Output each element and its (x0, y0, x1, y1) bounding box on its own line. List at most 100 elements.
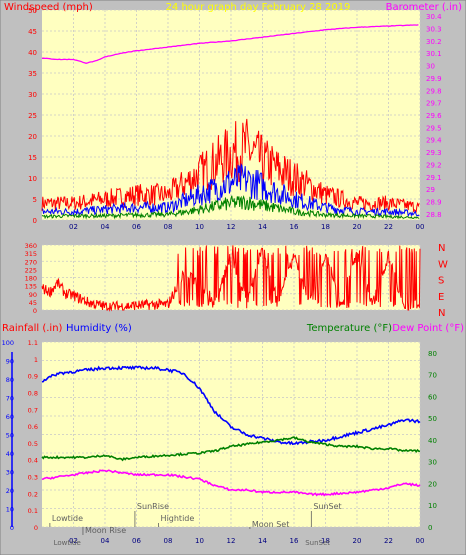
panel3-x-tick-label: 14 (258, 537, 267, 545)
temperature-tick-label: 30 (428, 459, 437, 467)
panel1-x-tick-label: 14 (258, 223, 267, 231)
humidity-tick-label: 80 (6, 376, 14, 384)
compass-label: N (438, 243, 445, 254)
temperature-tick-label: 40 (428, 437, 437, 445)
humidity-axis-label: Humidity (%) (66, 323, 132, 334)
panel1-x-tick-label: 02 (69, 223, 78, 231)
windspeed-tick-label: 40 (28, 49, 37, 57)
panel3-x-tick-label: 20 (353, 537, 362, 545)
humidity-tick-label: 20 (6, 487, 14, 495)
windspeed-tick-label: 20 (28, 133, 37, 141)
bottom-event-label: Lowtide (54, 539, 81, 547)
windspeed-tick-label: 35 (28, 70, 37, 78)
rainfall-tick-label: 1 (34, 356, 38, 364)
barometer-tick-label: 29.3 (426, 149, 442, 157)
windspeed-tick-label: 0 (33, 217, 37, 225)
compass-label: N (438, 308, 445, 319)
temperature-tick-label: 10 (428, 502, 437, 510)
bottom-event-label: SunSet (305, 539, 330, 547)
rainfall-tick-label: 1.1 (28, 339, 38, 347)
chart-marks: 0510152025303540455028.828.92929.129.229… (2, 7, 448, 547)
temperature-tick-label: 80 (428, 350, 437, 358)
barometer-tick-label: 30.3 (426, 26, 442, 34)
barometer-tick-label: 30.2 (426, 38, 442, 46)
panel3-x-tick-label: 00 (416, 537, 425, 545)
barometer-tick-label: 29.9 (426, 75, 442, 83)
direction-tick-label: 0 (33, 307, 37, 315)
temperature-tick-label: 70 (428, 372, 437, 380)
panel3-x-tick-label: 06 (132, 537, 141, 545)
panel1-x-tick-label: 04 (101, 223, 110, 231)
rainfall-tick-label: 0.7 (28, 406, 38, 414)
barometer-tick-label: 29.4 (426, 137, 442, 145)
event-marker-label: SunRise (137, 502, 169, 511)
barometer-tick-label: 28.8 (426, 211, 442, 219)
barometer-series (41, 24, 419, 64)
compass-label: E (438, 292, 444, 303)
compass-label: W (438, 259, 448, 270)
wind-low-series (41, 195, 420, 220)
barometer-tick-label: 29.6 (426, 112, 442, 120)
windspeed-tick-label: 45 (28, 28, 37, 36)
direction-tick-label: 45 (29, 299, 37, 307)
panel1-x-tick-label: 08 (164, 223, 173, 231)
windspeed-axis-label: Windspeed (mph) (4, 2, 93, 13)
panel1-x-tick-label: 18 (321, 223, 330, 231)
direction-tick-label: 360 (25, 242, 37, 250)
rainfall-tick-label: 0.2 (28, 490, 38, 498)
barometer-tick-label: 29 (426, 186, 435, 194)
event-marker-label: Moon Rise (85, 526, 126, 535)
temperature-axis-label: Temperature (°F) (306, 323, 392, 334)
rainfall-tick-label: 0.1 (28, 507, 38, 515)
barometer-tick-label: 29.8 (426, 87, 442, 95)
panel3-x-tick-label: 10 (195, 537, 204, 545)
humidity-tick-label: 100 (2, 339, 14, 347)
panel3-x-tick-label: 12 (227, 537, 236, 545)
panel1-x-tick-label: 16 (290, 223, 299, 231)
panel3-x-tick-label: 02 (69, 537, 78, 545)
temperature-tick-label: 50 (428, 415, 437, 423)
humidity-tick-label: 50 (6, 432, 14, 440)
panel3-x-tick-label: 08 (164, 537, 173, 545)
panel1-x-tick-label: 10 (195, 223, 204, 231)
windspeed-tick-label: 10 (28, 175, 37, 183)
temperature-tick-label: 60 (428, 393, 437, 401)
windspeed-tick-label: 30 (28, 91, 37, 99)
humidity-tick-label: 30 (6, 469, 14, 477)
rainfall-tick-label: 0.6 (28, 423, 38, 431)
humidity-tick-label: 70 (6, 395, 14, 403)
event-marker-label: SunSet (313, 502, 341, 511)
humidity-tick-label: 40 (6, 450, 14, 458)
rainfall-tick-label: 0.8 (28, 389, 38, 397)
compass-label: S (438, 276, 444, 287)
windspeed-tick-label: 5 (33, 196, 37, 204)
barometer-tick-label: 30 (426, 63, 435, 71)
panel1-x-tick-label: 22 (384, 223, 393, 231)
wind-direction-series (41, 245, 421, 312)
wind-average-series (41, 163, 420, 218)
barometer-tick-label: 30.1 (426, 50, 442, 58)
rainfall-tick-label: 0.9 (28, 373, 38, 381)
rainfall-tick-label: 0.5 (28, 440, 38, 448)
humidity-series (41, 365, 421, 446)
rainfall-tick-label: 0 (34, 524, 38, 532)
barometer-tick-label: 29.5 (426, 124, 442, 132)
wind-gust-series (41, 118, 420, 213)
panel1-x-tick-label: 20 (353, 223, 362, 231)
barometer-tick-label: 29.7 (426, 100, 442, 108)
temperature-tick-label: 0 (428, 524, 432, 532)
event-marker-label: Hightide (161, 514, 195, 523)
event-marker-label: Lowtide (52, 514, 83, 523)
chart-title: 24 hour graph day February 28 2019 (166, 2, 351, 13)
barometer-tick-label: 29.2 (426, 161, 442, 169)
rainfall-tick-label: 0.3 (28, 474, 38, 482)
event-marker-label: Moon Set (252, 520, 289, 529)
panel3-x-tick-label: 18 (321, 537, 330, 545)
windspeed-tick-label: 25 (28, 112, 37, 120)
temperature-tick-label: 20 (428, 480, 437, 488)
panel1-x-tick-label: 12 (227, 223, 236, 231)
humidity-tick-label: 60 (6, 413, 14, 421)
humidity-tick-label: 10 (6, 506, 14, 514)
panel3-x-tick-label: 04 (101, 537, 110, 545)
